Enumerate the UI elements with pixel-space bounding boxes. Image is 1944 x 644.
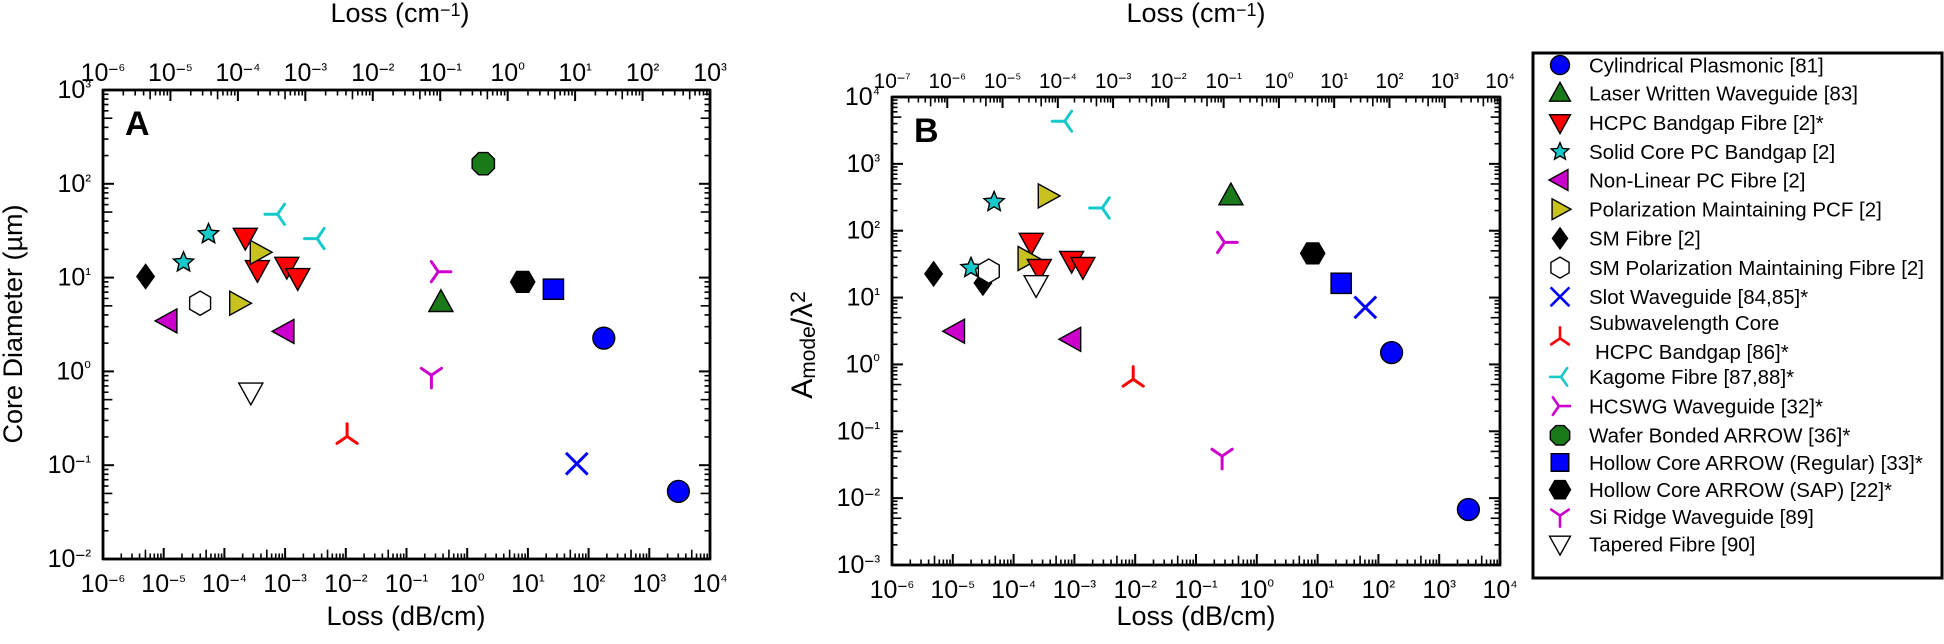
svg-text:HCPC Bandgap [86]*: HCPC Bandgap [86]* <box>1595 341 1789 364</box>
svg-text:SM Fibre [2]: SM Fibre [2] <box>1589 228 1701 251</box>
svg-text:Non-Linear PC Fibre [2]: Non-Linear PC Fibre [2] <box>1589 169 1805 192</box>
svg-text:Cylindrical Plasmonic [81]: Cylindrical Plasmonic [81] <box>1589 54 1824 77</box>
svg-text:Core Diameter (µm): Core Diameter (µm) <box>0 204 28 443</box>
svg-text:SM Polarization Maintaining Fi: SM Polarization Maintaining Fibre [2] <box>1589 257 1924 280</box>
svg-text:Hollow Core ARROW (SAP) [22]*: Hollow Core ARROW (SAP) [22]* <box>1589 479 1892 502</box>
svg-text:Si Ridge Waveguide [89]: Si Ridge Waveguide [89] <box>1589 506 1814 529</box>
svg-text:Tapered Fibre [90]: Tapered Fibre [90] <box>1589 533 1755 556</box>
svg-text:HCPC Bandgap Fibre [2]*: HCPC Bandgap Fibre [2]* <box>1589 112 1824 135</box>
svg-text:Laser Written Waveguide [83]: Laser Written Waveguide [83] <box>1589 83 1858 106</box>
svg-text:Polarization Maintaining PCF [: Polarization Maintaining PCF [2] <box>1589 199 1882 222</box>
svg-text:Hollow Core ARROW (Regular) [3: Hollow Core ARROW (Regular) [33]* <box>1589 452 1923 475</box>
svg-text:B: B <box>914 112 939 150</box>
svg-text:Subwavelength Core: Subwavelength Core <box>1589 312 1779 335</box>
svg-text:A: A <box>125 105 150 143</box>
svg-text:Solid Core PC Bandgap [2]: Solid Core PC Bandgap [2] <box>1589 141 1835 164</box>
svg-text:HCSWG Waveguide [32]*: HCSWG Waveguide [32]* <box>1589 395 1823 418</box>
svg-text:Wafer Bonded ARROW [36]*: Wafer Bonded ARROW [36]* <box>1589 425 1850 448</box>
svg-text:Loss (dB/cm): Loss (dB/cm) <box>326 601 485 631</box>
svg-text:Slot Waveguide [84,85]*: Slot Waveguide [84,85]* <box>1589 286 1808 309</box>
svg-text:Loss (dB/cm): Loss (dB/cm) <box>1116 601 1275 631</box>
svg-text:Kagome Fibre [87,88]*: Kagome Fibre [87,88]* <box>1589 366 1794 389</box>
